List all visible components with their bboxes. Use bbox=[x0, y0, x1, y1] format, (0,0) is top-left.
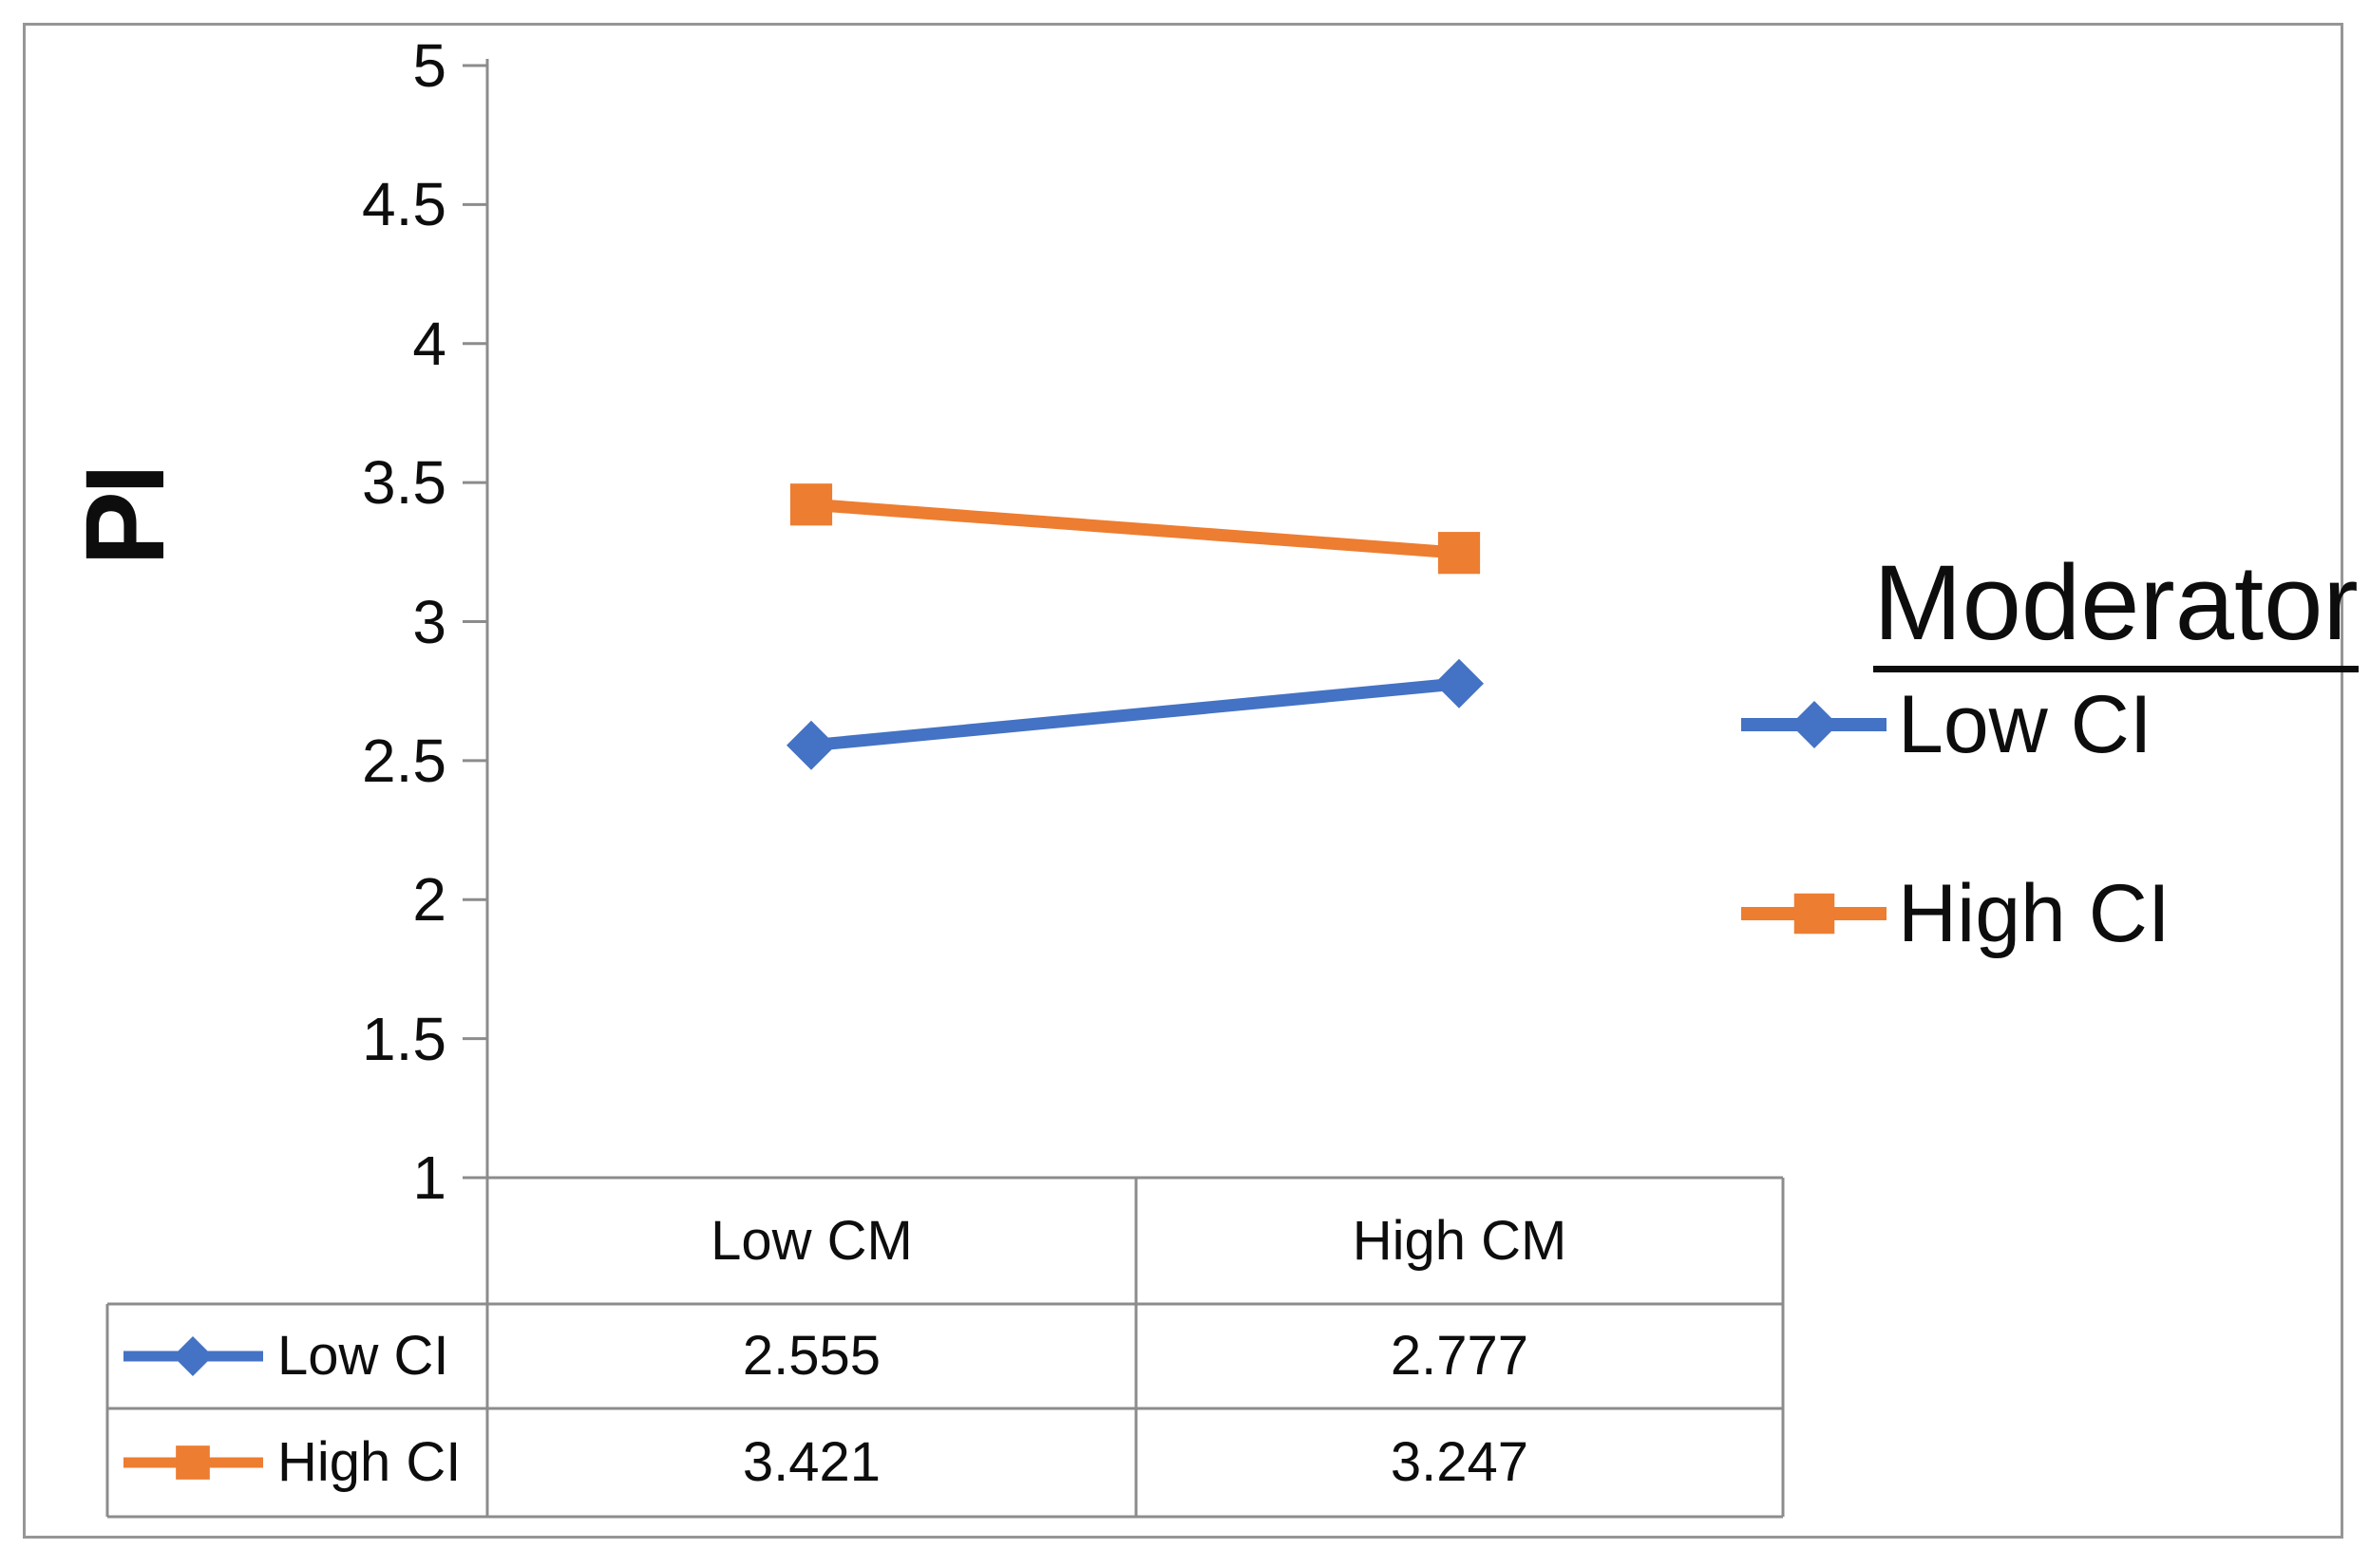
legend-key-marker bbox=[1791, 701, 1838, 748]
y-axis-tick-label: 2 bbox=[412, 865, 446, 935]
y-axis-tick-label: 4.5 bbox=[362, 170, 446, 239]
table-header-cell: High CM bbox=[1352, 1209, 1567, 1272]
series-line-high-ci bbox=[810, 498, 1460, 559]
figure-border bbox=[23, 23, 2343, 1539]
table-row-label: Low CI bbox=[277, 1325, 449, 1387]
data-point-marker bbox=[1437, 532, 1481, 575]
y-axis-tick-label: 1.5 bbox=[362, 1004, 446, 1073]
data-point-marker bbox=[787, 720, 836, 770]
legend-key-marker bbox=[1793, 893, 1835, 935]
table-value-cell: 3.247 bbox=[1390, 1431, 1529, 1493]
legend-item-label-low-ci: Low CI bbox=[1898, 679, 2152, 770]
data-point-marker bbox=[1434, 658, 1484, 708]
table-value-cell: 3.421 bbox=[742, 1431, 882, 1493]
table-row-label: High CI bbox=[277, 1431, 462, 1493]
y-axis-tick-label: 5 bbox=[412, 31, 446, 100]
y-axis-tick-label: 2.5 bbox=[362, 726, 446, 795]
table-key-marker bbox=[173, 1336, 213, 1376]
y-axis-tick-label: 3 bbox=[412, 587, 446, 656]
table-header-cell: Low CM bbox=[711, 1209, 913, 1272]
legend-item-label-high-ci: High CI bbox=[1898, 868, 2171, 959]
legend-title-text: Moderator bbox=[1873, 543, 2359, 672]
y-axis-tick-label: 3.5 bbox=[362, 448, 446, 518]
y-axis-tick-label: 1 bbox=[412, 1143, 446, 1212]
legend-title: Moderator bbox=[1862, 541, 2370, 672]
y-axis-tick-label: 4 bbox=[412, 309, 446, 378]
data-point-marker bbox=[789, 483, 833, 526]
table-value-cell: 2.777 bbox=[1390, 1325, 1529, 1387]
series-line-low-ci bbox=[810, 677, 1460, 752]
table-key-marker bbox=[176, 1445, 210, 1480]
y-axis-title: PI bbox=[63, 467, 188, 566]
table-value-cell: 2.555 bbox=[742, 1325, 882, 1387]
